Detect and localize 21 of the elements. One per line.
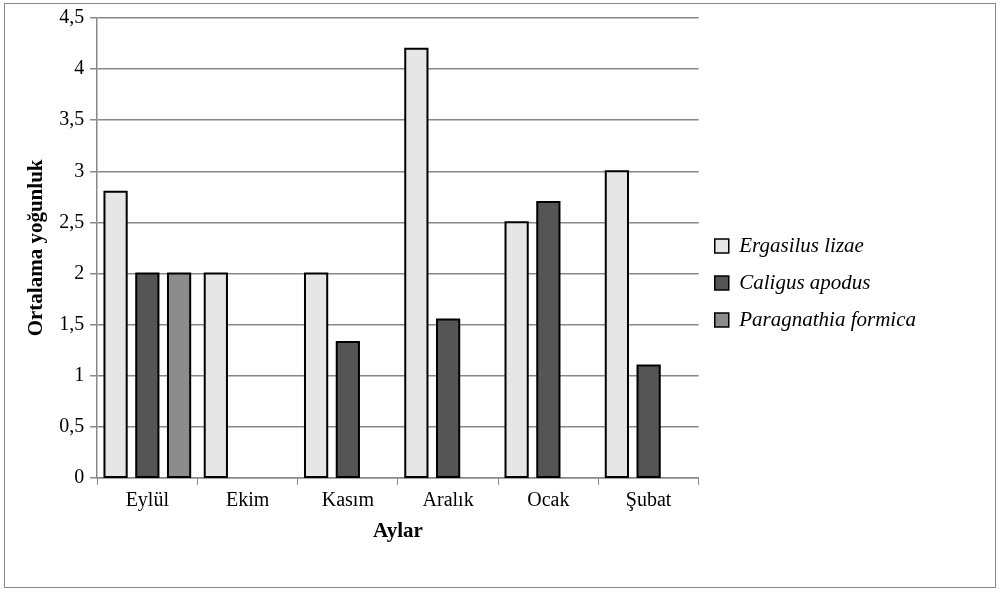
x-tick-label: Eylül bbox=[125, 488, 170, 512]
y-tick-label: 0,5 bbox=[59, 413, 85, 436]
legend-label: Ergasilus lizae bbox=[738, 232, 864, 257]
y-tick-label: 0 bbox=[74, 465, 85, 488]
y-tick-label: 1 bbox=[74, 362, 85, 385]
y-tick-label: 3 bbox=[74, 158, 85, 181]
y-tick-label: 4,5 bbox=[59, 5, 85, 28]
x-axis-title: Aylar bbox=[373, 517, 423, 542]
x-tick-label: Aralık bbox=[422, 488, 474, 511]
y-tick-label: 4 bbox=[74, 56, 85, 79]
x-tick-label: Kasım bbox=[321, 488, 375, 511]
legend-label: Paragnathia formica bbox=[738, 306, 916, 331]
legend-label: Caligus apodus bbox=[739, 269, 871, 294]
x-tick-label: Ekim bbox=[225, 488, 270, 511]
y-axis-title: Ortalama yoğunluk bbox=[23, 159, 48, 337]
y-tick-label: 2,5 bbox=[59, 209, 85, 232]
x-tick-label: Şubat bbox=[625, 488, 672, 512]
y-tick-label: 1,5 bbox=[59, 311, 85, 334]
x-tick-label: Ocak bbox=[527, 488, 570, 511]
y-tick-label: 3,5 bbox=[59, 107, 85, 130]
y-tick-label: 2 bbox=[74, 260, 85, 283]
